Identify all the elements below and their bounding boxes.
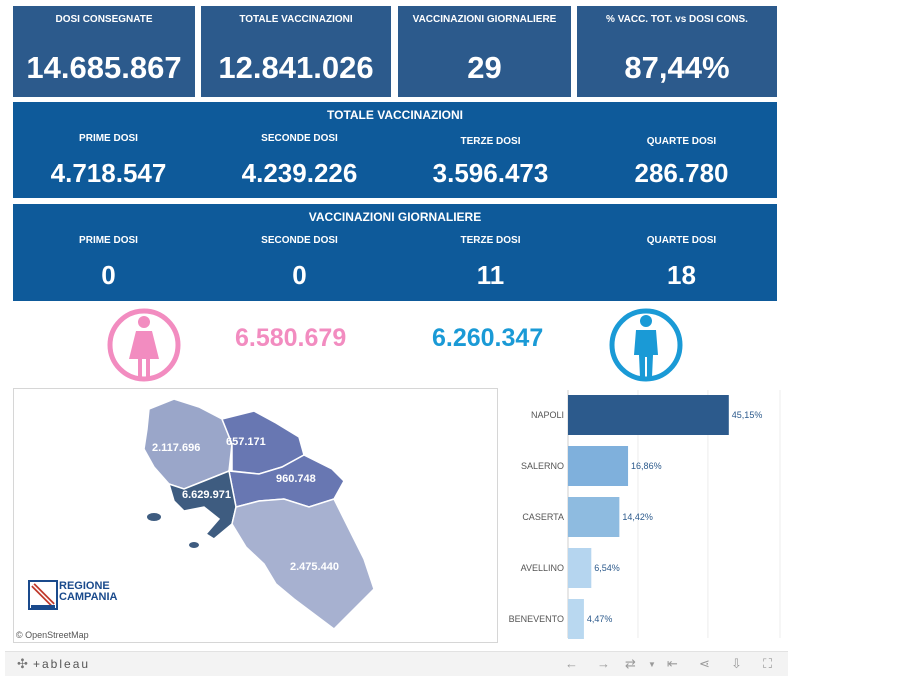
bar-value-label: 6,54% — [594, 563, 620, 573]
bar-category-label: AVELLINO — [521, 563, 564, 573]
totale-terze-dosi: TERZE DOSI 3.596.473 — [395, 136, 586, 189]
female-vaccinations-value: 6.580.679 — [235, 324, 347, 352]
share-icon[interactable]: ⋖ — [699, 656, 710, 671]
bar-value-label: 14,42% — [622, 512, 653, 522]
bar-value-label: 45,15% — [732, 410, 763, 420]
regione-campania-emblem-icon — [28, 580, 58, 610]
totale-vaccinazioni-panel: TOTALE VACCINAZIONI PRIME DOSI 4.718.547… — [13, 102, 777, 198]
campania-map[interactable]: 2.117.696 657.171 960.748 6.629.971 2.47… — [13, 388, 498, 643]
panel-title: VACCINAZIONI GIORNALIERE — [308, 210, 482, 224]
bar-avellino[interactable] — [568, 548, 592, 588]
kpi-label: % VACC. TOT. vs DOSI CONS. — [606, 14, 748, 25]
logo-line-1: REGIONE — [59, 580, 110, 592]
map-label-benevento: 657.171 — [226, 436, 266, 448]
dose-label: PRIME DOSI — [79, 133, 138, 144]
revert-icon[interactable]: ⇄ — [625, 656, 636, 671]
bar-salerno[interactable] — [568, 446, 629, 486]
dose-value: 18 — [667, 260, 696, 290]
map-island-capri — [189, 542, 199, 548]
bar-value-label: 4,47% — [587, 614, 613, 624]
dose-label: PRIME DOSI — [79, 235, 138, 246]
map-canvas[interactable]: 2.117.696 657.171 960.748 6.629.971 2.47… — [14, 389, 497, 642]
giornaliere-seconde-dosi: SECONDE DOSI 0 — [204, 235, 395, 291]
kpi-label: TOTALE VACCINAZIONI — [239, 14, 353, 25]
woman-icon — [107, 308, 181, 382]
man-icon — [609, 308, 683, 382]
bar-category-label: BENEVENTO — [509, 614, 564, 624]
dose-label: TERZE DOSI — [460, 235, 521, 246]
tableau-toolbar: ✣ +ableau ← → ⇄ ▼ ⇤ ⋖ ⇩ ⛶ — [5, 651, 788, 676]
dose-label: TERZE DOSI — [460, 136, 521, 147]
kpi-vaccinazioni-giornaliere: VACCINAZIONI GIORNALIERE 29 — [398, 6, 571, 97]
pause-icon[interactable]: ⇤ — [667, 656, 678, 671]
kpi-value: 29 — [467, 50, 502, 85]
map-label-napoli: 6.629.971 — [182, 489, 231, 501]
dose-label: QUARTE DOSI — [646, 235, 717, 246]
province-bar-chart: NAPOLI 45,15% SALERNO 16,86% CASERTA 14,42% AV… — [509, 390, 781, 639]
dose-value: 0 — [292, 260, 307, 290]
kpi-label: VACCINAZIONI GIORNALIERE — [412, 14, 557, 25]
tableau-logo-icon[interactable]: ✣ — [17, 656, 28, 671]
bar-napoli[interactable] — [568, 395, 729, 435]
panel-title: TOTALE VACCINAZIONI — [327, 108, 463, 122]
dose-label: SECONDE DOSI — [261, 133, 338, 144]
map-label-salerno: 2.475.440 — [290, 561, 339, 573]
totale-quarte-dosi: QUARTE DOSI 286.780 — [586, 136, 777, 189]
kpi-percentuale-vaccinazioni: % VACC. TOT. vs DOSI CONS. 87,44% — [577, 6, 777, 97]
map-island-ischia — [147, 513, 161, 521]
chevron-down-icon[interactable]: ▼ — [648, 660, 656, 669]
kpi-value: 87,44% — [624, 50, 730, 85]
dose-label: SECONDE DOSI — [261, 235, 338, 246]
giornaliere-quarte-dosi: QUARTE DOSI 18 — [586, 235, 777, 291]
map-region-salerno[interactable] — [231, 498, 375, 630]
map-region-napoli[interactable] — [167, 469, 237, 540]
vaccinazioni-giornaliere-panel: VACCINAZIONI GIORNALIERE PRIME DOSI 0 SE… — [13, 204, 777, 301]
bar-value-label: 16,86% — [631, 461, 662, 471]
dose-value: 0 — [101, 260, 116, 290]
giornaliere-prime-dosi: PRIME DOSI 0 — [13, 235, 204, 291]
redo-icon[interactable]: → — [597, 656, 610, 671]
download-icon[interactable]: ⇩ — [731, 656, 742, 671]
fullscreen-icon[interactable]: ⛶ — [763, 656, 773, 671]
giornaliere-terze-dosi: TERZE DOSI 11 — [395, 235, 586, 291]
dose-value: 11 — [476, 260, 505, 290]
kpi-totale-vaccinazioni: TOTALE VACCINAZIONI 12.841.026 — [201, 6, 391, 97]
totale-seconde-dosi: SECONDE DOSI 4.239.226 — [204, 133, 395, 189]
bar-caserta[interactable] — [568, 497, 620, 537]
dose-value: 4.239.226 — [241, 158, 358, 188]
kpi-value: 12.841.026 — [218, 50, 374, 85]
logo-line-2: CAMPANIA — [59, 591, 118, 603]
bar-benevento[interactable] — [568, 599, 584, 639]
regione-campania-logo: REGIONE CAMPANIA — [28, 580, 138, 614]
male-vaccinations-value: 6.260.347 — [432, 324, 544, 352]
kpi-dosi-consegnate: DOSI CONSEGNATE 14.685.867 — [13, 6, 195, 97]
bar-category-label: CASERTA — [522, 512, 564, 522]
kpi-value: 14.685.867 — [26, 50, 182, 85]
dose-value: 286.780 — [634, 158, 729, 188]
totale-prime-dosi: PRIME DOSI 4.718.547 — [13, 133, 204, 189]
bar-category-label: NAPOLI — [531, 410, 564, 420]
map-attribution[interactable]: © OpenStreetMap — [16, 630, 89, 640]
map-label-avellino: 960.748 — [276, 473, 316, 485]
dose-value: 4.718.547 — [50, 158, 167, 188]
dose-label: QUARTE DOSI — [646, 136, 717, 147]
kpi-label: DOSI CONSEGNATE — [55, 14, 153, 25]
bar-category-label: SALERNO — [521, 461, 564, 471]
map-label-caserta: 2.117.696 — [152, 442, 200, 454]
undo-icon[interactable]: ← — [565, 656, 578, 671]
tableau-brand[interactable]: +ableau — [33, 657, 91, 671]
dose-value: 3.596.473 — [432, 158, 549, 188]
